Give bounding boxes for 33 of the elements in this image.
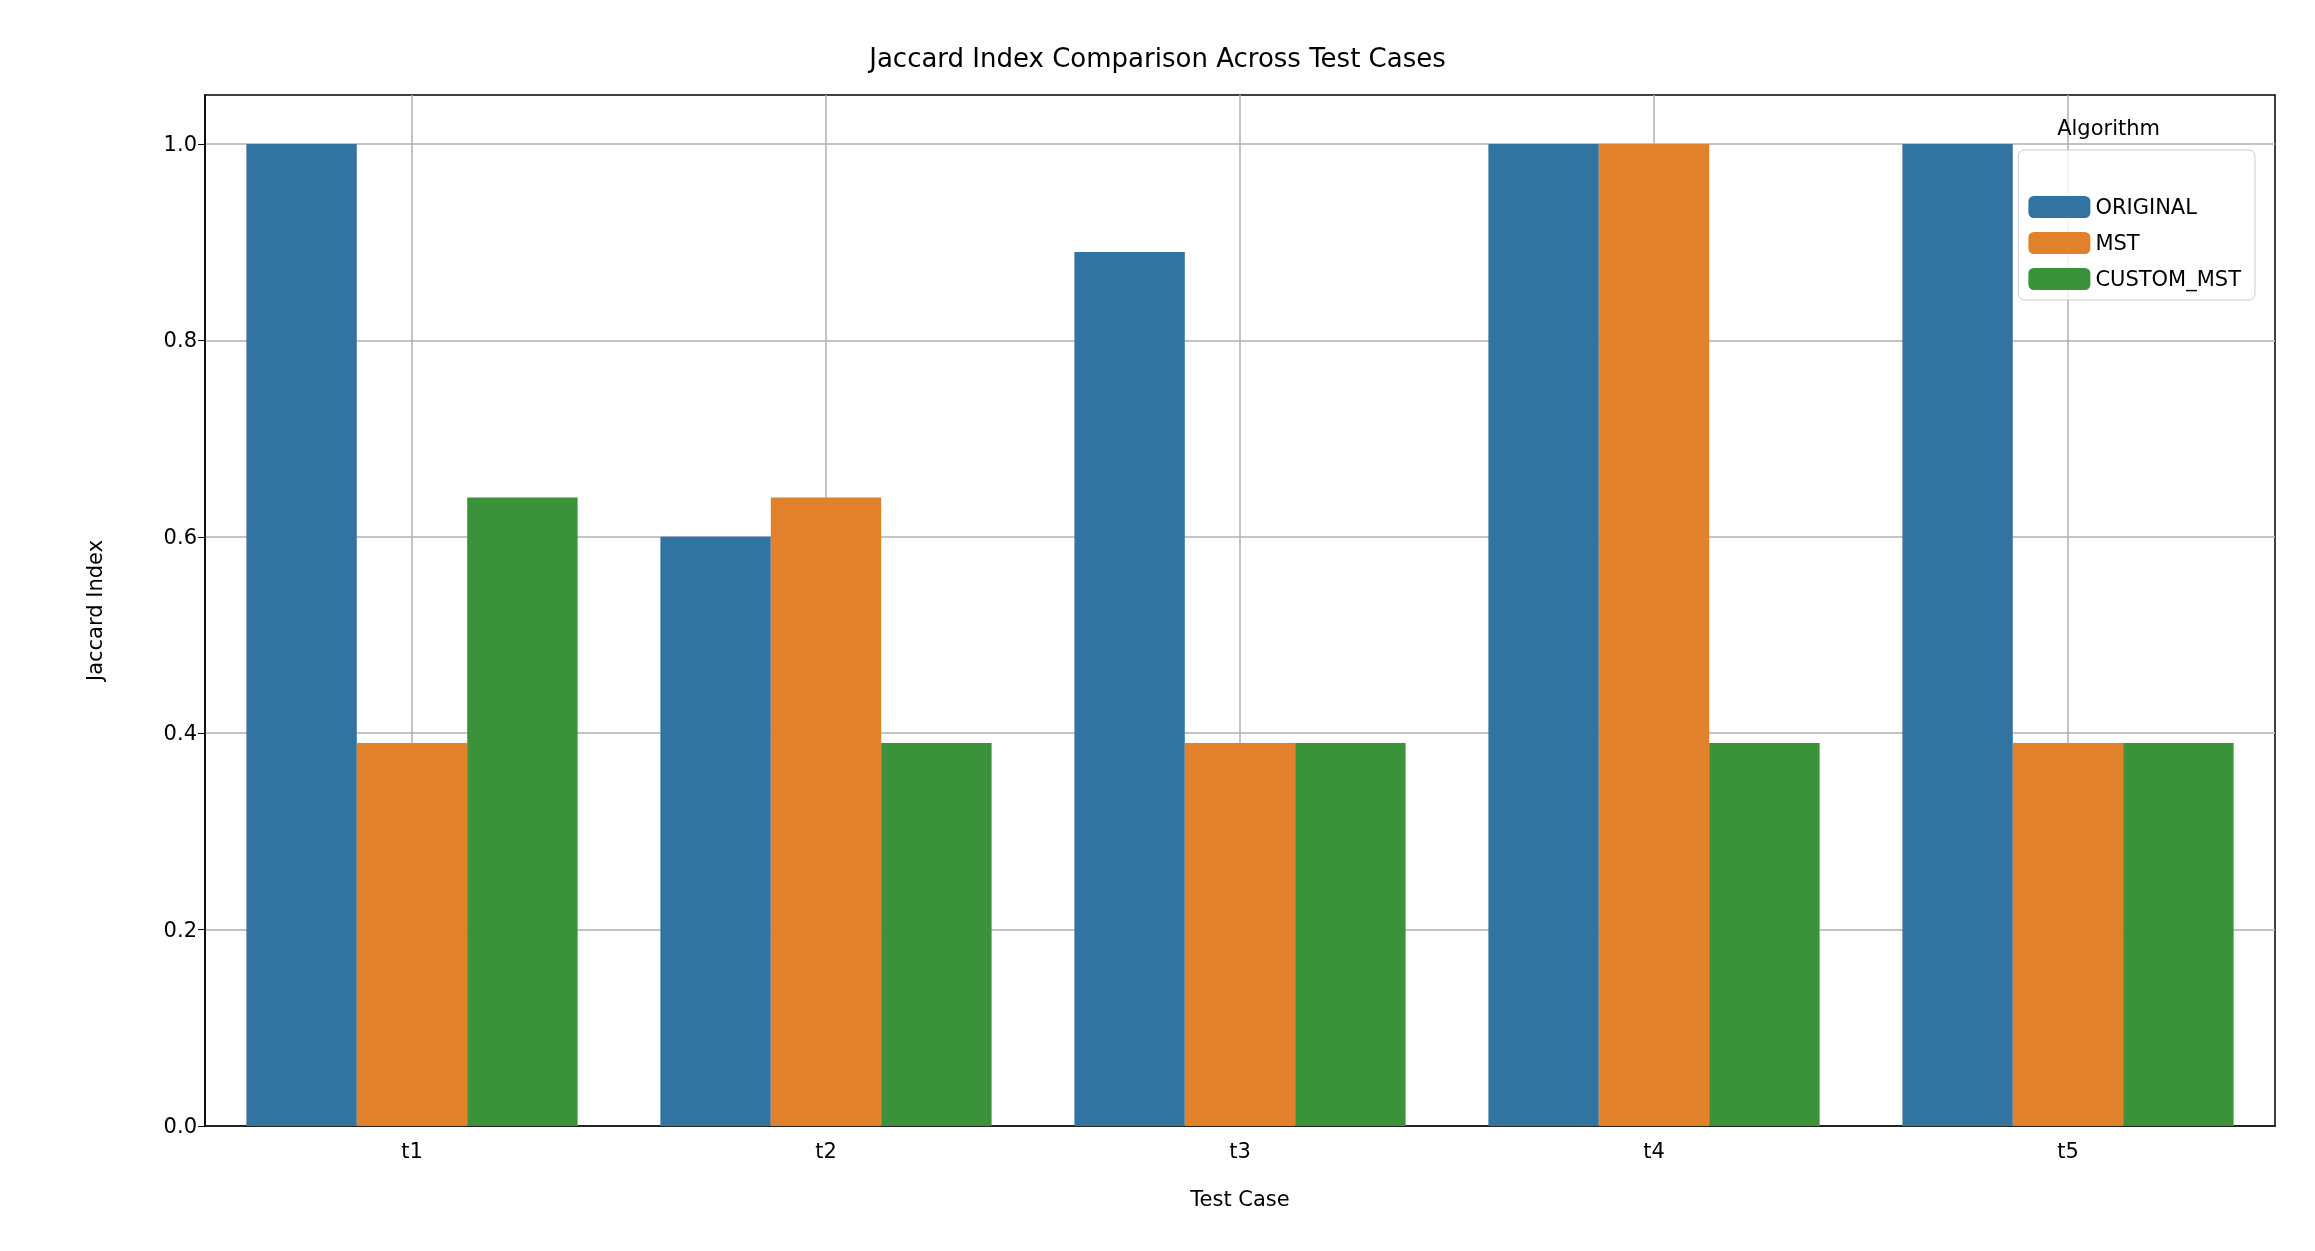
bar — [660, 536, 771, 1126]
bar — [356, 743, 468, 1126]
bar — [467, 497, 578, 1126]
legend-title: Algorithm — [2057, 115, 2161, 140]
y-tick-label: 0.8 — [163, 328, 197, 353]
bar — [1184, 743, 1296, 1126]
bar — [881, 743, 992, 1126]
y-tick-label: 0.6 — [163, 524, 197, 549]
x-tick-label: t2 — [815, 1138, 837, 1163]
chart-title: Jaccard Index Comparison Across Test Cases — [867, 43, 1446, 73]
bar — [246, 144, 357, 1126]
y-tick-label: 0.0 — [163, 1114, 197, 1138]
bar — [1598, 144, 1710, 1126]
x-tick-label: t5 — [2057, 1138, 2079, 1163]
bar — [770, 497, 882, 1126]
bar — [1902, 144, 2013, 1126]
y-axis-title: Jaccard Index — [82, 539, 107, 684]
bar — [1488, 144, 1599, 1126]
legend-label: ORIGINAL — [2095, 195, 2198, 219]
x-tick-label: t4 — [1643, 1138, 1665, 1163]
legend-label: MST — [2095, 231, 2140, 255]
y-tick-label: 0.2 — [163, 917, 197, 942]
bar — [1709, 743, 1820, 1126]
y-tick-label: 1.0 — [163, 132, 197, 157]
bar — [2012, 743, 2124, 1126]
x-tick-label: t1 — [401, 1138, 423, 1163]
y-tick-label: 0.4 — [163, 721, 197, 746]
bar — [1074, 252, 1185, 1126]
x-axis-title: Test Case — [1189, 1186, 1290, 1211]
bar — [1295, 743, 1406, 1126]
legend-label: CUSTOM_MST — [2095, 267, 2242, 292]
bar — [2123, 743, 2234, 1126]
x-tick-label: t3 — [1229, 1138, 1251, 1163]
